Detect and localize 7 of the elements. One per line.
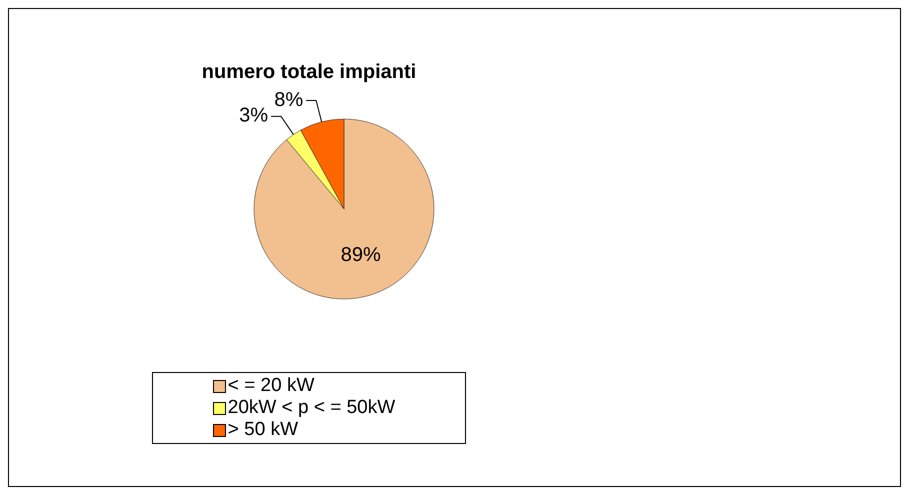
- data-label: 8%: [274, 88, 304, 111]
- data-label: 89%: [340, 244, 381, 266]
- chart-title: numero totale impianti: [200, 61, 418, 84]
- legend-label: > 50 kW: [228, 419, 298, 441]
- data-label: 3%: [239, 104, 268, 127]
- legend-label: 20kW < p < = 50kW: [228, 397, 396, 419]
- legend-label: < = 20 kW: [228, 375, 314, 397]
